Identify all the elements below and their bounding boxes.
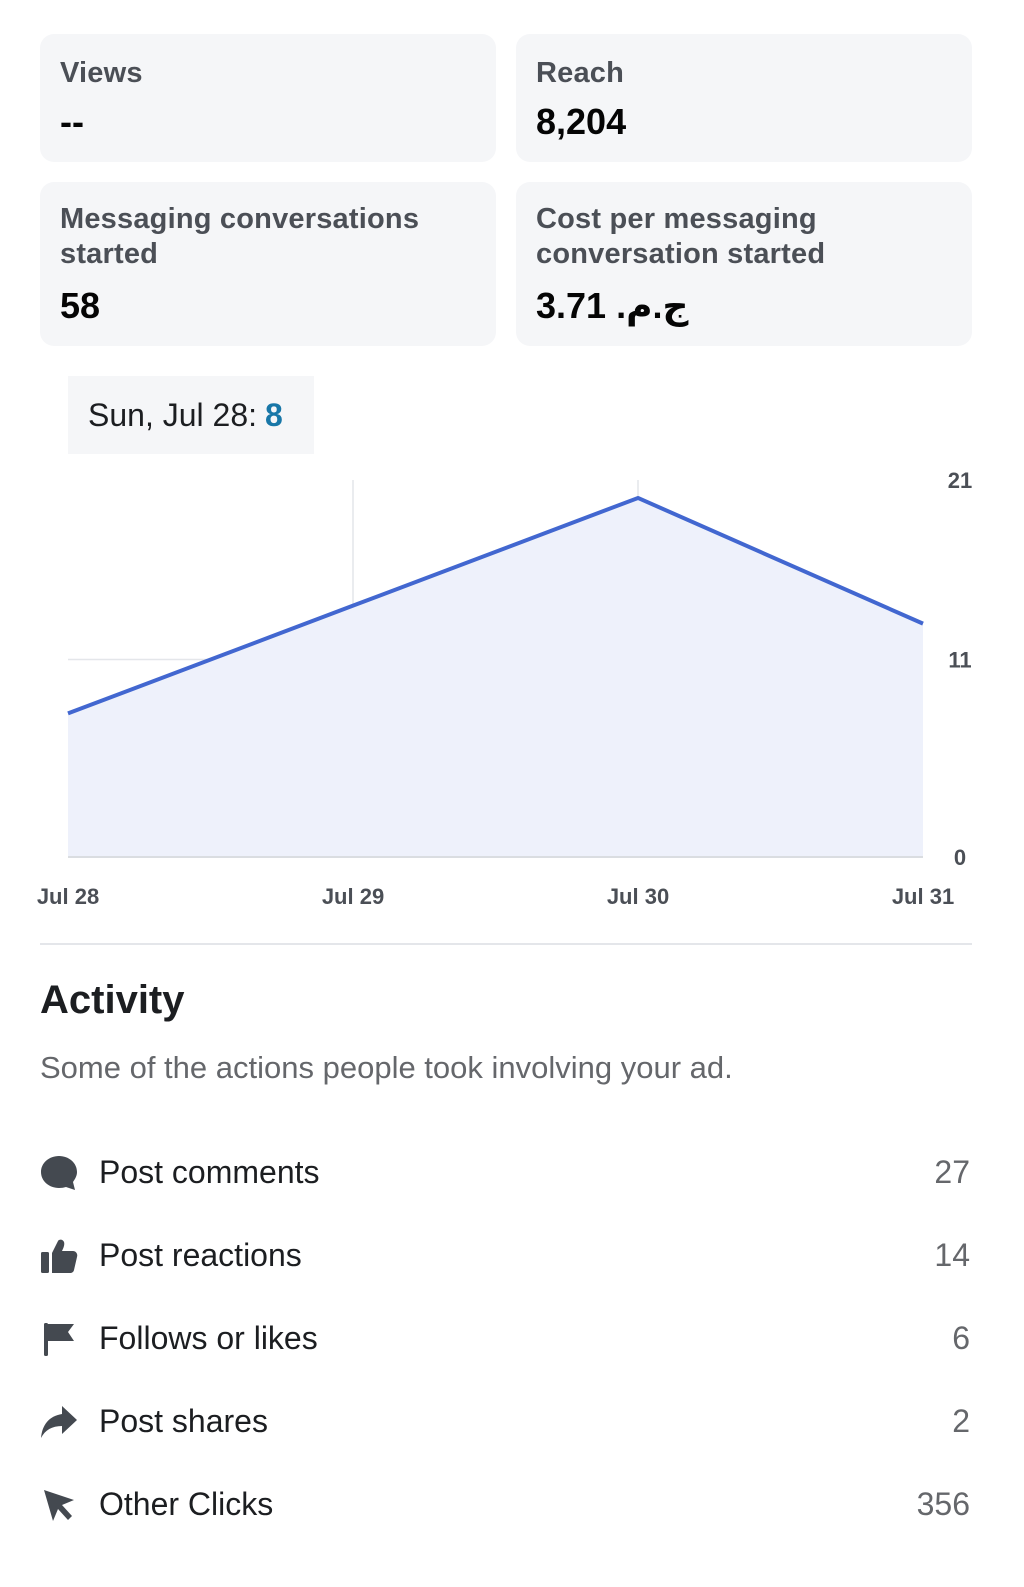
tooltip-value: 8	[265, 396, 283, 433]
line-chart[interactable]: 0 11 21 Jul 28 Jul 29 Jul 30 Jul 31	[0, 460, 1024, 920]
flag-icon	[44, 1323, 74, 1356]
metric-value: 58	[60, 285, 101, 326]
metric-label-line: started	[60, 238, 159, 270]
metric-label-line: Cost per messaging	[536, 203, 817, 235]
metric-card-views[interactable]: Views --	[40, 34, 496, 162]
metric-label: Cost per messaging conversation started	[536, 202, 825, 272]
series-line[interactable]	[67, 495, 924, 716]
y-tick-label: 0	[954, 845, 966, 870]
cursor-icon	[44, 1490, 74, 1521]
activity-label: Follows or likes	[99, 1320, 318, 1356]
metric-label: Reach	[536, 57, 625, 89]
y-tick-label: 21	[948, 468, 972, 493]
x-tick-label: Jul 29	[322, 884, 384, 909]
metric-value: 8,204	[536, 101, 627, 142]
metric-label-line: conversation started	[536, 238, 826, 270]
section-divider	[40, 943, 972, 945]
comment-icon	[41, 1156, 77, 1190]
activity-row-other-clicks[interactable]: Other Clicks 356	[40, 1474, 972, 1534]
x-tick-label: Jul 31	[892, 884, 954, 909]
thumbs-up-icon	[41, 1239, 78, 1273]
x-tick-label: Jul 30	[607, 884, 669, 909]
activity-label: Post comments	[99, 1154, 320, 1190]
activity-count: 6	[952, 1320, 970, 1356]
activity-count: 14	[934, 1237, 970, 1273]
y-tick-label: 11	[948, 648, 971, 673]
metric-label: Messaging conversations started	[60, 202, 419, 272]
section-title: Activity	[40, 978, 185, 1022]
tooltip-date: Sun, Jul 28:	[88, 396, 257, 433]
activity-row-post-reactions[interactable]: Post reactions 14	[40, 1225, 972, 1285]
section-description: Some of the actions people took involvin…	[40, 1050, 733, 1085]
activity-row-post-comments[interactable]: Post comments 27	[40, 1142, 972, 1202]
activity-row-post-shares[interactable]: Post shares 2	[40, 1391, 972, 1451]
metric-label-line: Messaging conversations	[60, 203, 420, 235]
activity-count: 27	[934, 1154, 970, 1190]
series-area	[68, 497, 923, 857]
activity-count: 2	[952, 1403, 970, 1439]
x-tick-label: Jul 28	[37, 884, 99, 909]
chart-tooltip: Sun, Jul 28: 8	[68, 376, 314, 454]
activity-label: Post shares	[99, 1403, 268, 1439]
metric-card-reach[interactable]: Reach 8,204	[516, 34, 972, 162]
metric-value: --	[60, 101, 84, 142]
activity-count: 356	[916, 1486, 970, 1522]
metric-label: Views	[60, 57, 143, 89]
share-icon	[41, 1406, 77, 1438]
metric-value: ج.م.‏ 3.71	[536, 285, 689, 326]
metric-card-messaging-conversations[interactable]: Messaging conversations started 58	[40, 182, 496, 346]
activity-row-follows-or-likes[interactable]: Follows or likes 6	[40, 1308, 972, 1368]
metric-card-cost-per-conversation[interactable]: Cost per messaging conversation started …	[516, 182, 972, 346]
activity-label: Other Clicks	[99, 1486, 274, 1522]
activity-label: Post reactions	[99, 1237, 302, 1273]
